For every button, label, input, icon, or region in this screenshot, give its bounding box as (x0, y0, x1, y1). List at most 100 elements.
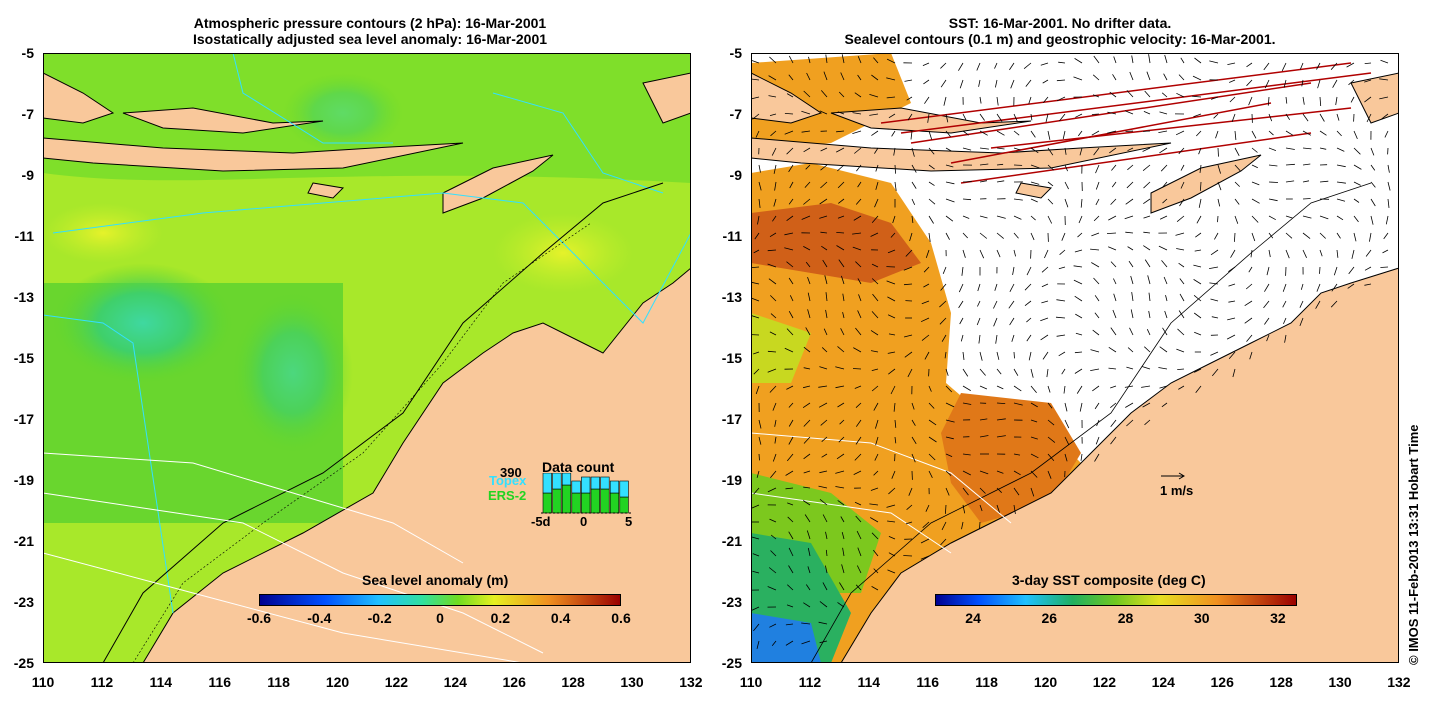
velocity-vector (803, 436, 811, 444)
velocity-vector (1299, 62, 1304, 70)
topex-count-bar (561, 473, 572, 486)
velocity-vector (801, 215, 811, 220)
velocity-vector (979, 147, 989, 150)
velocity-vector (962, 113, 967, 120)
velocity-vector (1160, 164, 1168, 172)
velocity-vector (1285, 130, 1294, 136)
velocity-vector (1126, 419, 1134, 427)
velocity-vector (1370, 215, 1374, 225)
colorbar-tick-label: 26 (1041, 610, 1058, 626)
velocity-vector (785, 623, 794, 626)
velocity-vector (1195, 232, 1202, 238)
velocity-vector (820, 90, 828, 98)
velocity-vector (911, 198, 916, 205)
velocity-vector (1142, 164, 1151, 172)
velocity-vector (751, 536, 760, 540)
velocity-vector (784, 232, 794, 236)
velocity-vector (754, 232, 760, 240)
velocity-vector (1091, 232, 1100, 237)
velocity-vector (1316, 62, 1321, 70)
velocity-vector (803, 346, 811, 353)
velocity-vector (788, 74, 794, 81)
velocity-vector (770, 470, 777, 479)
velocity-vector (769, 623, 777, 628)
x-tick-label: 112 (798, 674, 822, 690)
velocity-vector (928, 436, 937, 443)
velocity-vector (979, 130, 988, 136)
velocity-vector (940, 283, 947, 291)
velocity-vector (1248, 266, 1253, 273)
velocity-vector (801, 110, 811, 115)
velocity-vector (1030, 215, 1036, 221)
velocity-vector (1047, 402, 1053, 409)
velocity-vector (962, 368, 969, 377)
velocity-vector (1124, 385, 1134, 388)
velocity-vector (1030, 385, 1037, 393)
velocity-vector (1093, 215, 1100, 222)
velocity-vector (1096, 419, 1100, 427)
velocity-vector (855, 402, 862, 408)
right-colorbar-title: 3-day SST composite (deg C) (1012, 572, 1206, 588)
velocity-vector (836, 147, 845, 153)
velocity-vector (1063, 385, 1066, 394)
left-title-line1: Atmospheric pressure contours (2 hPa): 1… (193, 15, 547, 31)
x-tick-label: 120 (1033, 674, 1058, 690)
velocity-vector (886, 58, 896, 64)
velocity-vector (996, 130, 1005, 136)
velocity-vector (1064, 419, 1070, 429)
velocity-vector (771, 147, 777, 156)
velocity-vector (1217, 215, 1219, 223)
velocity-vector (1064, 436, 1070, 445)
velocity-vector (977, 283, 981, 292)
velocity-vector (1302, 215, 1312, 219)
x-tick-label: 128 (1269, 674, 1293, 690)
velocity-vector (1200, 181, 1202, 191)
velocity-vector (979, 470, 989, 475)
velocity-vector (758, 181, 762, 191)
velocity-vector (1108, 246, 1117, 251)
velocity-vector (774, 181, 777, 191)
velocity-vector (1263, 300, 1270, 309)
velocity-vector (769, 331, 777, 336)
velocity-vector (1110, 261, 1117, 268)
velocity-vector (875, 436, 879, 446)
velocity-vector (928, 419, 937, 426)
velocity-vector (911, 147, 915, 157)
velocity-vector (756, 470, 760, 478)
velocity-vector (1194, 57, 1202, 64)
x-tick-label: 118 (975, 674, 998, 690)
velocity-vector (842, 293, 845, 302)
velocity-vector (1336, 215, 1344, 221)
velocity-vector (1268, 164, 1278, 167)
velocity-vector (1159, 147, 1168, 154)
velocity-vector (1268, 215, 1276, 221)
velocity-vector (1062, 130, 1066, 140)
velocity-vector (962, 147, 972, 151)
velocity-vector (1148, 54, 1151, 64)
velocity-vector (1217, 147, 1219, 157)
x-tick-label: 110 (739, 674, 763, 690)
velocity-vector (874, 453, 879, 461)
velocity-vector (773, 198, 777, 207)
velocity-vector (803, 453, 811, 460)
velocity-vector (1335, 96, 1338, 106)
velocity-vector (1056, 79, 1066, 82)
velocity-vector (1211, 368, 1219, 377)
velocity-vector (1178, 74, 1185, 81)
velocity-vector (803, 602, 811, 608)
velocity-vector (1046, 368, 1049, 378)
velocity-vector (979, 504, 983, 512)
velocity-vector (852, 368, 862, 370)
velocity-vector (945, 487, 950, 496)
velocity-vector (1178, 262, 1185, 268)
velocity-vector (803, 419, 811, 427)
velocity-vector (1387, 181, 1391, 191)
velocity-vector (922, 62, 930, 66)
velocity-vector (1180, 164, 1185, 171)
velocity-vector (752, 553, 760, 557)
velocity-vector (911, 436, 917, 445)
velocity-vector (908, 487, 913, 496)
velocity-vector (978, 79, 981, 87)
velocity-vector (1064, 181, 1069, 190)
velocity-vector (822, 582, 828, 591)
